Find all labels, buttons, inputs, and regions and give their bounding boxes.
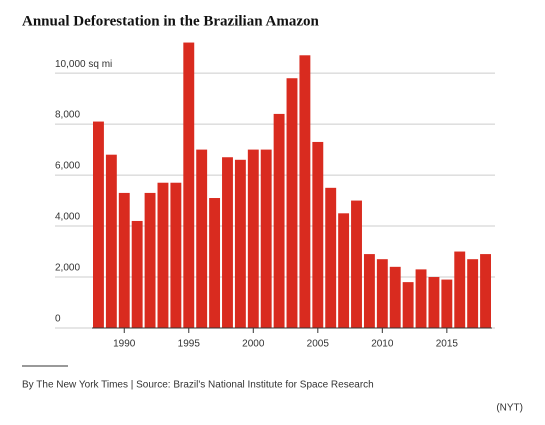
bar [428, 277, 440, 328]
y-tick-label: 0 [55, 314, 61, 325]
x-tick-label: 1990 [113, 339, 136, 350]
bar [325, 187, 337, 328]
y-tick-label: 8,000 [55, 110, 80, 121]
bar [131, 220, 143, 328]
credit: (NYT) [496, 403, 523, 414]
bar [170, 182, 182, 328]
bar [93, 121, 104, 328]
bar [144, 192, 156, 328]
bar [402, 282, 414, 328]
source: By The New York Times | Source: Brazil's… [22, 380, 374, 391]
bar [480, 254, 491, 328]
bar [467, 259, 479, 328]
y-tick-label: 10,000 sq mi [55, 59, 112, 70]
bar [196, 149, 208, 328]
chart-title: Annual Deforestation in the Brazilian Am… [22, 13, 319, 29]
bar [157, 182, 169, 328]
x-tick-label: 2010 [371, 339, 394, 350]
bar [222, 157, 233, 328]
bar [441, 279, 453, 328]
bar [209, 198, 221, 328]
bar [389, 266, 401, 328]
bar [312, 141, 324, 328]
bar [454, 251, 466, 328]
x-tick-label: 2015 [436, 339, 459, 350]
y-tick-label: 6,000 [55, 161, 80, 172]
x-tick-label: 1995 [178, 339, 201, 350]
bar [415, 269, 427, 328]
y-tick-label: 4,000 [55, 212, 80, 223]
bar [363, 254, 375, 328]
x-tick-label: 2005 [307, 339, 330, 350]
bar [247, 149, 259, 328]
bar [286, 78, 298, 328]
bar [118, 192, 130, 328]
bar [299, 55, 311, 329]
bar [273, 113, 285, 329]
bar [260, 149, 272, 328]
bar [234, 159, 246, 328]
y-tick-label: 2,000 [55, 263, 80, 274]
bar [338, 213, 350, 328]
bar [105, 154, 117, 328]
bar [376, 259, 388, 328]
x-tick-label: 2000 [242, 339, 265, 350]
bar [351, 200, 362, 328]
bar [183, 42, 195, 328]
